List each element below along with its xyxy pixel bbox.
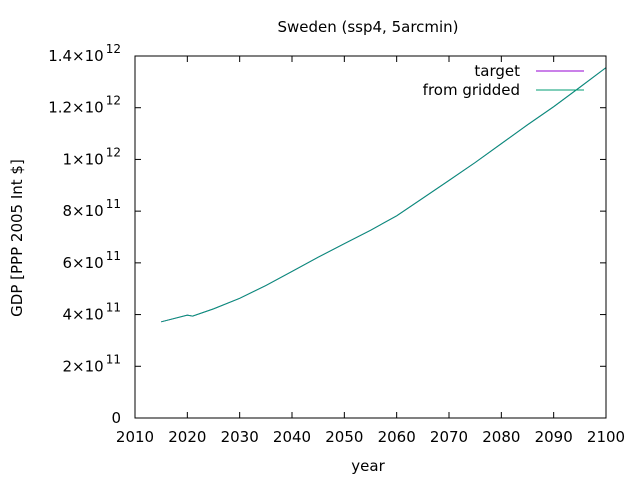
y-tick-label: 2×10 11: [63, 352, 121, 375]
x-tick-label: 2100: [587, 428, 625, 446]
y-tick-label: 1×10 12: [63, 145, 121, 168]
legend-label: from gridded: [423, 81, 520, 99]
y-tick-label: 6×10 11: [63, 249, 121, 272]
chart-title: Sweden (ssp4, 5arcmin): [277, 18, 458, 36]
x-tick-label: 2040: [273, 428, 311, 446]
x-tick-label: 2080: [482, 428, 520, 446]
axis-ticks: 2010 2020 2030 2040 2050 2060 2070 2080 2090 2100…: [48, 42, 625, 446]
plot-frame: [134, 55, 607, 419]
x-tick-label: 2090: [535, 428, 573, 446]
series-line: [161, 67, 607, 323]
x-tick-label: 2030: [221, 428, 259, 446]
y-tick-label: 8×10 11: [63, 197, 121, 220]
y-tick-label: 1.2×10 12: [48, 94, 121, 117]
x-tick-label: 2010: [116, 428, 154, 446]
plot-lines: [161, 67, 607, 323]
x-tick-label: 2020: [168, 428, 206, 446]
series-line: [161, 67, 607, 323]
y-tick-label: 0: [111, 409, 121, 427]
x-axis-label: year: [351, 457, 385, 475]
y-axis-label: GDP [PPP 2005 Int $]: [8, 159, 26, 317]
legend-label: target: [474, 62, 520, 80]
x-tick-label: 2060: [378, 428, 416, 446]
x-tick-label: 2050: [325, 428, 363, 446]
y-tick-label: 1.4×10 12: [48, 42, 121, 65]
x-tick-label: 2070: [430, 428, 468, 446]
y-tick-label: 4×10 11: [63, 301, 121, 324]
